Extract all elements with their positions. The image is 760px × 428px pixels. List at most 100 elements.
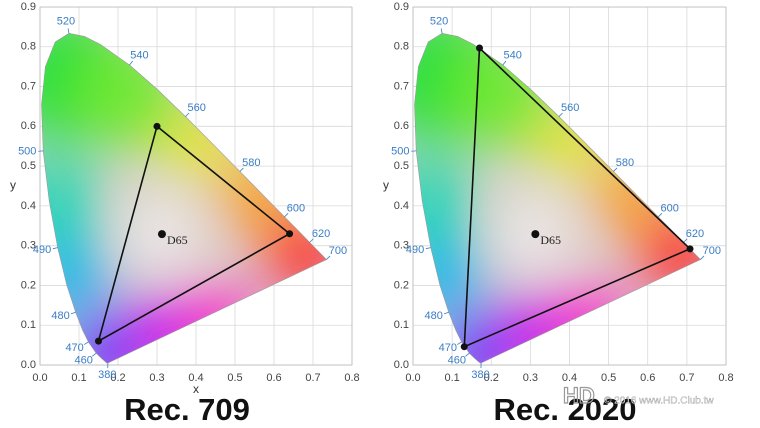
x-tick-label: 0.3: [149, 372, 164, 384]
y-tick-label: 0.3: [394, 240, 409, 252]
x-tick-label: 0.4: [562, 372, 577, 384]
wavelength-tick: [91, 352, 97, 357]
wavelength-label: 490: [406, 244, 424, 256]
watermark-logo: HD: [563, 383, 595, 408]
white-point-label: D65: [540, 233, 561, 247]
white-point: [157, 230, 166, 239]
y-tick-label: 0.2: [394, 279, 409, 291]
y-tick-label: 0.3: [21, 240, 36, 252]
wavelength-label: 620: [686, 228, 704, 240]
wavelength-tick: [129, 60, 133, 66]
y-tick-label: 0.9: [21, 1, 36, 13]
wavelength-label: 470: [65, 342, 83, 354]
color-blob: [219, 162, 290, 233]
wavelength-tick: [502, 60, 507, 66]
wavelength-tick: [309, 238, 314, 243]
gamut-triangle: [97, 124, 292, 343]
x-tick-label: 0.7: [679, 372, 694, 384]
gamut-primary: [286, 230, 294, 238]
watermark-text: © 2016 www.HD.Club.tw: [604, 396, 714, 407]
wavelength-tick: [700, 255, 705, 260]
wavelength-tick: [239, 167, 244, 172]
gamut-triangle: [463, 46, 692, 348]
chart-panel: 0.0 0.1 0.2 0.3 0.4 0.5 0.6 0.7 0.8 0.0 0.1 0.2 0.3 0…: [383, 1, 734, 427]
color-blob: [180, 282, 251, 353]
x-tick-label: 0.2: [110, 372, 125, 384]
spectral-locus: [41, 32, 328, 364]
wavelength-tick: [440, 28, 443, 34]
x-tick-label: 0.4: [188, 372, 203, 384]
wavelength-label: 380: [471, 369, 489, 381]
wavelength-tick: [326, 255, 331, 260]
wavelength-label: 600: [661, 202, 679, 214]
y-tick-label: 0.1: [394, 319, 409, 331]
wavelength-tick: [185, 112, 190, 117]
wavelength-tick: [284, 213, 289, 218]
chart-panel: 0.0 0.1 0.2 0.3 0.4 0.5 0.6 0.7 0.8 0.0 0.1 0.2 0.3 0…: [10, 1, 360, 427]
wavelength-label: 480: [51, 310, 69, 322]
x-tick-label: 0.6: [266, 372, 281, 384]
wavelength-label: 560: [561, 102, 579, 114]
x-tick-label: 0.5: [601, 372, 616, 384]
locus-fill: [414, 33, 701, 364]
plot-frame: [412, 6, 727, 366]
wavelength-label: 500: [391, 146, 409, 158]
x-tick-label: 0.3: [523, 372, 538, 384]
gamut-primary: [95, 337, 102, 345]
wavelength-label: 620: [312, 228, 330, 240]
color-blob: [41, 160, 101, 251]
wavelength-tick: [70, 311, 76, 315]
y-tick-label: 0.6: [21, 120, 36, 132]
wavelength-tick: [465, 352, 470, 357]
y-tick-label: 0.8: [394, 41, 409, 53]
wavelength-label: 560: [188, 102, 206, 114]
color-blob: [414, 160, 474, 251]
gamut-primary: [460, 343, 468, 351]
y-tick-label: 0.0: [21, 359, 36, 371]
x-tick-label: 0.1: [71, 372, 86, 384]
gamut-primary: [476, 44, 484, 52]
y-tick-label: 0.7: [394, 80, 409, 92]
y-axis-label: y: [10, 178, 16, 192]
wavelength-tick: [52, 247, 58, 250]
wavelength-label: 580: [242, 157, 260, 169]
wavelength-tick: [683, 238, 688, 243]
y-tick-label: 0.5: [21, 160, 36, 172]
x-tick-label: 0.6: [640, 372, 655, 384]
x-tick-label: 0.0: [32, 372, 47, 384]
wavelength-label: 540: [504, 49, 522, 61]
plot-frame: [39, 6, 353, 366]
x-tick-label: 0.7: [305, 372, 320, 384]
wavelength-tick: [658, 213, 663, 218]
y-tick-label: 0.2: [21, 279, 36, 291]
wavelength-label: 460: [448, 355, 466, 367]
x-tick-label: 0.5: [227, 372, 242, 384]
y-tick-label: 0.9: [394, 1, 409, 13]
wavelength-label: 500: [18, 146, 36, 158]
wavelength-label: 380: [98, 369, 116, 381]
wavelength-label: 600: [287, 202, 305, 214]
wavelength-tick: [67, 28, 70, 34]
wavelength-label: 580: [616, 157, 634, 169]
x-tick-label: 0.8: [344, 372, 359, 384]
y-tick-label: 0.0: [394, 359, 409, 371]
chart-caption: Rec. 709: [124, 392, 250, 427]
y-tick-label: 0.4: [21, 200, 36, 212]
y-axis-label: y: [383, 178, 389, 192]
locus-fill: [41, 33, 327, 364]
wavelength-tick: [83, 341, 89, 345]
chart-caption: Rec. 2020: [493, 392, 636, 427]
x-tick-label: 0.1: [444, 372, 459, 384]
y-tick-label: 0.4: [394, 200, 409, 212]
x-tick-label: 0.2: [484, 372, 499, 384]
wavelength-label: 460: [74, 355, 92, 367]
wavelength-label: 700: [329, 245, 347, 257]
color-blob: [593, 162, 664, 233]
white-point: [531, 230, 540, 239]
y-tick-label: 0.5: [394, 160, 409, 172]
wavelength-label: 520: [430, 15, 448, 27]
y-tick-label: 0.8: [21, 41, 36, 53]
wavelength-label: 480: [424, 310, 442, 322]
